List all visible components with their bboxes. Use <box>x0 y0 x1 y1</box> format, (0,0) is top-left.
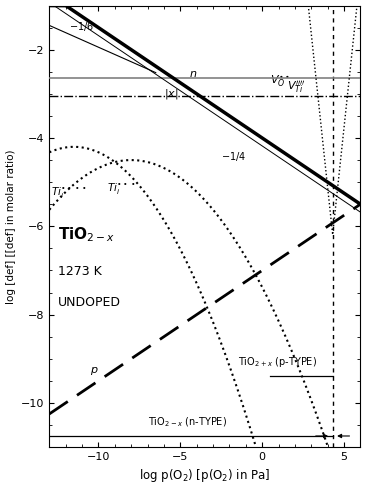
Text: TiO$_{2+x}$ (p-TYPE): TiO$_{2+x}$ (p-TYPE) <box>238 355 317 369</box>
Text: $n$: $n$ <box>188 69 197 79</box>
Text: UNDOPED: UNDOPED <box>57 296 120 309</box>
Text: $Ti_i^{\bullet\bullet\bullet}$: $Ti_i^{\bullet\bullet\bullet}$ <box>107 181 135 196</box>
Text: TiO$_{2-x}$ (n-TYPE): TiO$_{2-x}$ (n-TYPE) <box>147 415 227 429</box>
Text: $|x|$: $|x|$ <box>164 87 179 100</box>
Text: TiO$_{2-x}$: TiO$_{2-x}$ <box>57 225 115 244</box>
Text: $V_O^{\bullet\bullet}$: $V_O^{\bullet\bullet}$ <box>270 74 291 89</box>
Text: $-1/6$: $-1/6$ <box>69 20 94 33</box>
X-axis label: log p(O$_2$) [p(O$_2$) in Pa]: log p(O$_2$) [p(O$_2$) in Pa] <box>139 467 270 485</box>
Text: $-1/4$: $-1/4$ <box>221 150 246 163</box>
Text: $Ti_i^{\bullet\bullet\bullet\bullet}$: $Ti_i^{\bullet\bullet\bullet\bullet}$ <box>51 185 87 200</box>
Text: $V_{Ti}''''$: $V_{Ti}''''$ <box>287 79 306 95</box>
Text: $p$: $p$ <box>90 365 99 377</box>
Y-axis label: log [def] [[def] in molar ratio): log [def] [[def] in molar ratio) <box>5 149 16 303</box>
Text: 1273 K: 1273 K <box>57 265 101 278</box>
